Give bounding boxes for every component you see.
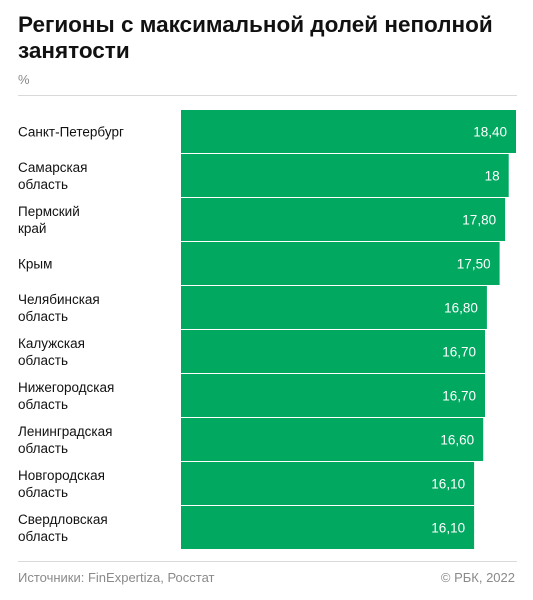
category-label: область [18,177,68,192]
bar [181,242,500,285]
category-label: Калужская [18,336,85,351]
chart-title: Регионы с максимальной долей неполной за… [18,12,493,63]
bar-value-label: 16,10 [431,477,465,492]
category-label: область [18,309,68,324]
category-label: Новгородская [18,468,105,483]
bar-value-label: 17,80 [462,213,496,228]
bar [181,110,516,153]
bar-value-label: 16,70 [442,345,476,360]
category-label: Свердловская [18,512,108,527]
bar [181,286,487,329]
bar-value-label: 16,80 [444,301,478,316]
category-label: Пермский [18,204,80,219]
category-label: Ленинградская [18,424,112,439]
unit-label: % [18,72,30,87]
category-label: Нижегородская [18,380,114,395]
bar [181,418,484,461]
bar-value-label: 16,60 [440,433,474,448]
category-label: Самарская [18,160,87,175]
bar [181,154,509,197]
category-label: область [18,397,68,412]
category-label: край [18,221,46,236]
source-note: Источники: FinExpertiza, Росстат [18,570,215,585]
bottom-divider [18,561,517,562]
bar-value-label: 16,10 [431,521,465,536]
category-label: область [18,353,68,368]
bar [181,374,485,417]
category-label: область [18,485,68,500]
category-label: Челябинская [18,292,100,307]
bar [181,330,485,373]
category-label: Санкт-Петербург [18,125,124,140]
category-label: область [18,441,68,456]
bar [181,198,506,241]
bar-value-label: 18,40 [473,125,507,140]
category-label: область [18,529,68,544]
bar-value-label: 18 [485,169,500,184]
bar [181,462,475,505]
bar [181,506,475,549]
top-divider [18,95,517,96]
copyright-note: © РБК, 2022 [440,570,515,585]
bar-value-label: 16,70 [442,389,476,404]
bar-value-label: 17,50 [457,257,491,272]
category-label: Крым [18,257,52,272]
